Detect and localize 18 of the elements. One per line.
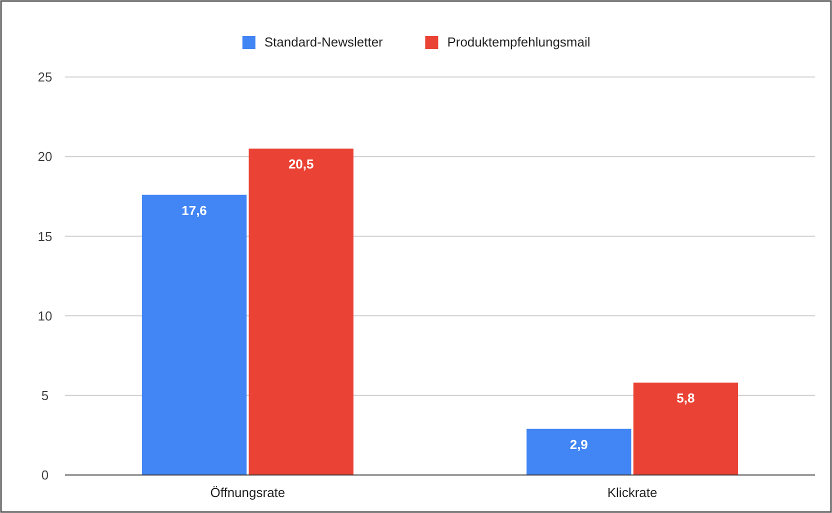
data-label: 5,8 (676, 390, 695, 406)
bar (248, 148, 354, 475)
x-tick-label: Öffnungsrate (210, 485, 286, 500)
y-tick-label: 20 (38, 149, 52, 164)
bar (142, 194, 247, 475)
y-tick-label: 25 (38, 70, 52, 85)
x-tick-label: Klickrate (607, 485, 658, 500)
data-label: 20,5 (288, 156, 314, 172)
legend-label: Standard-Newsletter (264, 34, 384, 50)
data-label: 17,6 (182, 202, 207, 218)
y-tick-label: 10 (38, 308, 52, 324)
y-tick-label: 0 (41, 468, 49, 483)
y-tick-label: 15 (38, 228, 52, 244)
bar (526, 428, 632, 475)
y-tick-label: 5 (41, 388, 49, 403)
legend-label: Produktempfehlungsmail (447, 34, 590, 50)
bar (633, 382, 738, 475)
data-label: 2,9 (570, 436, 588, 452)
